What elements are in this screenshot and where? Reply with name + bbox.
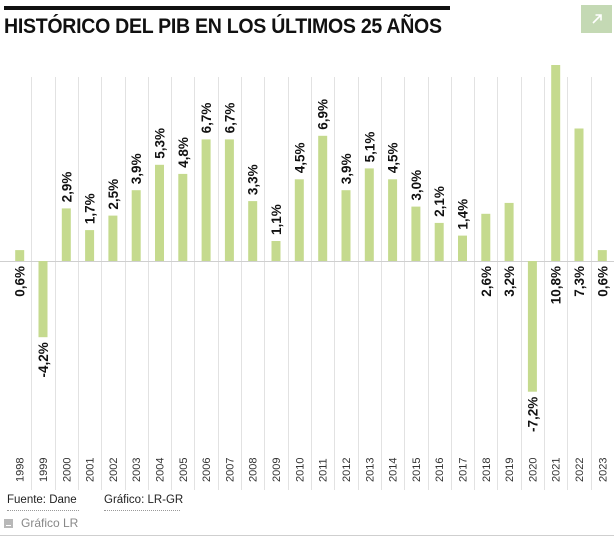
- value-label: 1,7%: [83, 193, 98, 224]
- value-label: 0,6%: [13, 266, 28, 297]
- year-tick-label: 2010: [294, 458, 306, 482]
- year-tick-label: 2002: [108, 458, 120, 482]
- bar-2008: [248, 201, 258, 261]
- expand-button[interactable]: [581, 5, 612, 33]
- year-tick-label: 2008: [248, 458, 260, 482]
- value-label: 10,8%: [549, 266, 564, 304]
- bar-2010: [294, 179, 304, 261]
- year-tick-label: 2013: [364, 458, 376, 482]
- year-tick-label: 2011: [318, 458, 330, 482]
- bar-2006: [201, 139, 211, 261]
- bar-2018: [481, 213, 491, 261]
- value-label: 2,9%: [59, 172, 74, 203]
- year-tick-label: 2009: [271, 458, 283, 482]
- bar-2021: [551, 65, 561, 261]
- value-label: -4,2%: [36, 342, 51, 377]
- bar-1998: [15, 250, 25, 261]
- year-tick-label: 2016: [434, 458, 446, 482]
- value-label: 5,1%: [362, 132, 377, 163]
- year-tick-label: 2001: [85, 458, 97, 482]
- title-rule: [4, 6, 450, 10]
- value-label: 0,6%: [595, 266, 610, 297]
- bar-2015: [411, 206, 421, 261]
- bar-2002: [108, 215, 118, 261]
- bar-2023: [597, 250, 607, 261]
- source-label: Fuente: Dane: [7, 494, 77, 506]
- bar-2009: [271, 241, 281, 261]
- bar-1999: [38, 261, 48, 338]
- bar-2013: [364, 168, 374, 261]
- year-tick-label: 2019: [504, 458, 516, 482]
- bar-chart: 0,6% 1998 -4,2% 1999 2,9% 2000 1,7% 2001 2,5% 200…: [0, 65, 614, 490]
- bar-2001: [85, 230, 95, 261]
- year-tick-label: 1999: [38, 458, 50, 482]
- value-label: 3,9%: [339, 153, 354, 184]
- year-tick-label: 2012: [341, 458, 353, 482]
- year-tick-label: 2021: [551, 458, 563, 482]
- year-tick-label: 2018: [481, 458, 493, 482]
- year-tick-label: 2020: [527, 458, 539, 482]
- year-tick-label: 2003: [131, 458, 143, 482]
- image-icon: [4, 518, 13, 528]
- year-tick-label: 2000: [61, 458, 73, 482]
- year-tick-label: 2006: [201, 458, 213, 482]
- chart-title: HISTÓRICO DEL PIB EN LOS ÚLTIMOS 25 AÑOS: [4, 15, 442, 38]
- value-label: 2,6%: [479, 266, 494, 297]
- year-tick-label: 2023: [597, 458, 609, 482]
- value-label: 4,5%: [292, 143, 307, 174]
- value-label: 3,3%: [246, 164, 261, 195]
- value-label: 6,7%: [199, 103, 214, 134]
- bar-2014: [388, 179, 398, 261]
- bar-2012: [341, 190, 351, 261]
- bar-2003: [131, 190, 141, 261]
- value-label: 1,1%: [269, 204, 284, 235]
- value-label: 2,1%: [432, 186, 447, 217]
- value-label: 3,2%: [502, 266, 517, 297]
- year-tick-label: 2015: [411, 458, 423, 482]
- bar-2022: [574, 128, 584, 261]
- bar-2000: [61, 208, 71, 261]
- credit-label: Gráfico LR: [21, 516, 79, 530]
- value-label: 4,5%: [386, 143, 401, 174]
- bar-2019: [504, 202, 514, 261]
- bar-2004: [155, 164, 164, 261]
- value-label: 3,0%: [409, 170, 424, 201]
- bar-2007: [224, 139, 234, 261]
- arrow-up-right-icon: [591, 14, 602, 24]
- value-label: -7,2%: [525, 397, 540, 432]
- year-tick-label: 2014: [388, 458, 400, 482]
- credit: Gráfico LR: [4, 516, 78, 530]
- graphic-underline: [104, 510, 180, 512]
- value-label: 1,4%: [456, 199, 471, 230]
- bar-2011: [318, 135, 328, 261]
- year-tick-label: 2005: [178, 458, 190, 482]
- year-tick-label: 2022: [574, 458, 586, 482]
- bar-2017: [458, 235, 467, 261]
- graphic-label: Gráfico: LR-GR: [104, 494, 184, 506]
- value-label: 6,9%: [316, 99, 331, 130]
- value-label: 2,5%: [106, 179, 121, 210]
- year-tick-label: 2004: [155, 458, 167, 482]
- year-tick-label: 2007: [224, 458, 236, 482]
- value-label: 3,9%: [129, 153, 144, 184]
- value-label: 7,3%: [572, 266, 587, 297]
- bar-2016: [434, 222, 444, 261]
- value-label: 4,8%: [176, 137, 191, 168]
- bottom-divider: [0, 535, 614, 536]
- year-tick-label: 2017: [458, 458, 470, 482]
- bar-2005: [178, 173, 188, 261]
- year-tick-label: 1998: [15, 458, 27, 482]
- value-label: 5,3%: [153, 128, 168, 159]
- source-underline: [7, 510, 79, 512]
- value-label: 6,7%: [222, 103, 237, 134]
- bar-2020: [527, 261, 537, 392]
